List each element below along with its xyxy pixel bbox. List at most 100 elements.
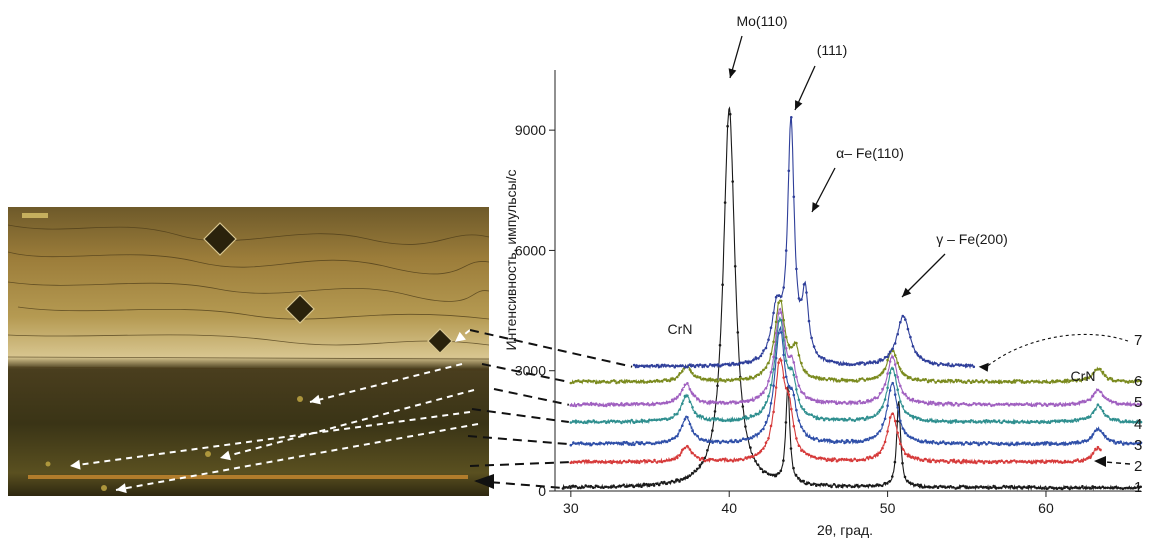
data-point	[888, 389, 892, 392]
data-point	[1063, 443, 1067, 446]
data-point	[924, 378, 927, 381]
data-point	[587, 403, 590, 406]
data-point	[896, 406, 899, 409]
data-point	[726, 401, 730, 405]
data-point	[812, 455, 816, 459]
data-point	[762, 349, 765, 352]
data-point	[777, 472, 780, 475]
data-point	[767, 379, 770, 383]
data-point	[868, 377, 872, 381]
data-point	[772, 311, 775, 315]
data-point	[693, 411, 697, 415]
data-point	[840, 377, 844, 381]
data-point	[1053, 404, 1057, 408]
data-point	[762, 406, 765, 409]
data-point	[850, 400, 854, 404]
data-point	[749, 361, 753, 364]
data-point	[696, 363, 699, 367]
data-point	[1005, 402, 1008, 406]
data-point	[987, 381, 991, 384]
data-point	[653, 364, 656, 368]
data-point	[934, 381, 937, 384]
data-point	[665, 401, 669, 405]
data-point	[650, 460, 654, 464]
data-point	[921, 459, 925, 463]
data-point	[891, 349, 894, 353]
data-point	[1038, 402, 1041, 405]
data-point	[972, 380, 976, 384]
data-point	[830, 459, 834, 463]
data-point	[731, 400, 735, 403]
data-point	[947, 461, 950, 465]
data-point	[952, 380, 955, 384]
data-point	[1035, 420, 1039, 423]
data-point	[587, 442, 590, 446]
data-point	[615, 441, 618, 445]
data-point	[822, 400, 826, 404]
data-point	[1101, 485, 1104, 489]
data-point	[1094, 368, 1097, 372]
data-point	[657, 483, 661, 487]
data-point	[937, 401, 940, 405]
indent-arrow	[309, 363, 463, 403]
data-point	[876, 412, 879, 415]
data-point	[954, 378, 958, 382]
data-point	[934, 441, 937, 445]
data-point	[681, 424, 684, 428]
data-point	[931, 419, 935, 423]
data-point	[602, 379, 606, 383]
data-point	[878, 373, 882, 377]
data-point	[670, 364, 674, 368]
data-point	[741, 405, 745, 408]
data-point	[926, 403, 930, 406]
data-point	[893, 460, 897, 464]
data-point	[896, 431, 899, 435]
data-point	[876, 376, 879, 379]
data-point	[685, 476, 689, 480]
data-point	[947, 441, 950, 445]
series-3	[569, 325, 1143, 448]
data-point	[764, 401, 768, 404]
data-point	[863, 379, 867, 382]
data-point	[698, 438, 702, 441]
data-point	[934, 362, 937, 365]
data-point	[871, 456, 874, 460]
data-point	[952, 404, 955, 407]
data-point	[655, 418, 659, 422]
data-point	[714, 459, 717, 462]
data-point	[686, 394, 689, 398]
data-point	[731, 180, 734, 183]
data-point	[610, 419, 613, 423]
data-point	[1086, 486, 1089, 490]
data-point	[706, 378, 709, 382]
data-point	[863, 418, 867, 422]
data-point	[612, 484, 615, 488]
data-point	[886, 482, 889, 485]
data-point	[911, 455, 915, 459]
data-point	[1119, 379, 1122, 383]
data-point	[739, 376, 742, 380]
data-point	[1134, 420, 1138, 424]
data-point	[828, 400, 831, 403]
data-point	[767, 338, 770, 342]
data-point	[716, 380, 720, 383]
data-point	[959, 461, 963, 465]
data-point	[822, 457, 826, 460]
data-point	[650, 442, 654, 446]
data-point	[967, 486, 970, 490]
data-point	[706, 402, 709, 405]
data-point	[728, 112, 732, 116]
data-point	[990, 419, 993, 423]
data-point	[678, 429, 682, 432]
arrow-head	[220, 450, 231, 461]
data-point	[714, 363, 717, 367]
data-point	[752, 435, 755, 438]
data-point	[703, 363, 707, 367]
data-point	[939, 441, 943, 445]
data-point	[678, 393, 682, 396]
data-point	[584, 484, 587, 487]
data-point	[701, 415, 704, 418]
data-point	[952, 441, 955, 444]
data-point	[899, 367, 902, 371]
data-point	[1078, 460, 1082, 463]
